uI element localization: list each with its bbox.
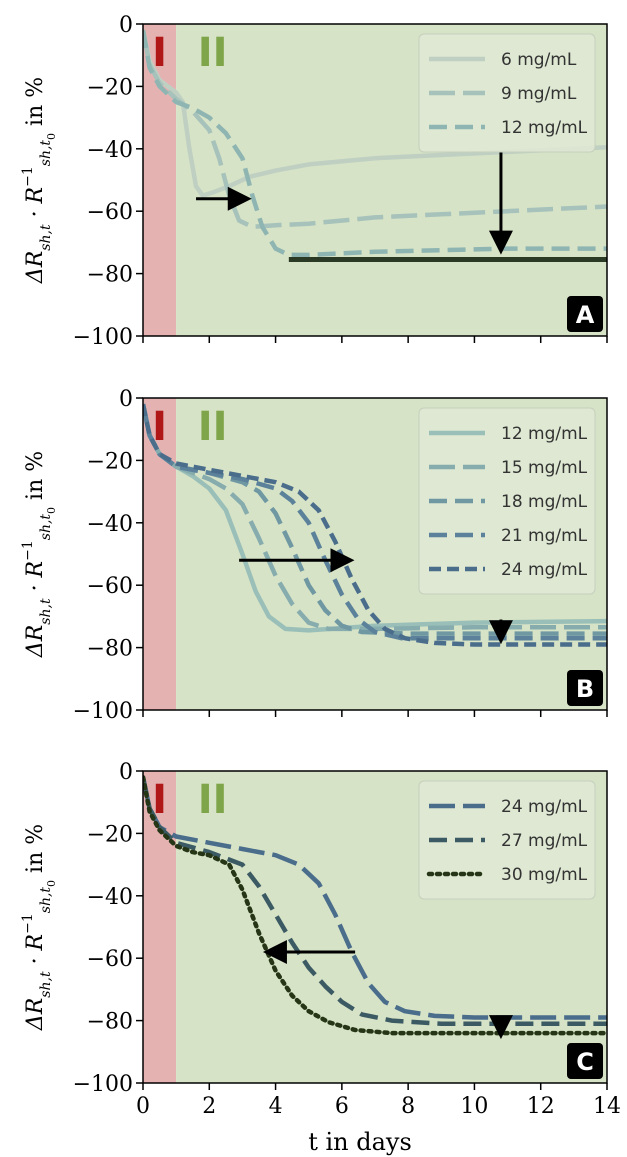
x-tick-label: 8 (401, 1094, 415, 1119)
x-tick-label: 12 (527, 1094, 555, 1119)
axes-frame (142, 23, 608, 337)
x-tick-label: 0 (136, 1094, 150, 1119)
badge-box (567, 670, 603, 706)
legend-entry: 21 mg/mL (501, 526, 588, 546)
legend-entry: 6 mg/mL (501, 50, 577, 70)
axes-frame (142, 397, 608, 711)
y-tick-label: −20 (87, 449, 133, 474)
series-group (143, 403, 607, 647)
x-axis-label: t in days (308, 1128, 412, 1156)
legend-entry: 18 mg/mL (501, 492, 588, 512)
y-tick-label: −20 (87, 75, 133, 100)
series-line-2 (143, 776, 607, 1026)
y-tick-label: −100 (73, 325, 133, 350)
badge-box (567, 296, 603, 332)
panel-badge-a: A (567, 296, 603, 332)
region-II-label: II (198, 777, 228, 823)
y-tick-label: −80 (87, 1010, 133, 1035)
y-tick-label: −40 (87, 885, 133, 910)
region-II-label: II (198, 30, 228, 76)
x-tick-label: 14 (593, 1094, 621, 1119)
y-tick-label: −20 (87, 822, 133, 847)
legend-entry: 9 mg/mL (501, 84, 577, 104)
badge-letter: B (576, 675, 594, 703)
legend-entry: 27 mg/mL (501, 831, 588, 851)
y-tick-label: −60 (87, 200, 133, 225)
legend-entry: 12 mg/mL (501, 424, 588, 444)
y-tick-label: 0 (119, 13, 133, 38)
y-tick-label: −60 (87, 947, 133, 972)
y-tick-label: −40 (87, 138, 133, 163)
legend-entry: 24 mg/mL (501, 560, 588, 580)
axes-frame (142, 770, 608, 1084)
y-tick-label: −80 (87, 263, 133, 288)
y-tick-label: −60 (87, 574, 133, 599)
panel-badge-c: C (567, 1043, 603, 1079)
legend: 6 mg/mL 9 mg/mL 12 mg/mL (418, 33, 596, 153)
x-tick-label: 10 (460, 1094, 488, 1119)
legend-box (418, 33, 596, 153)
series-line-3 (143, 29, 607, 258)
legend-entry: 24 mg/mL (501, 797, 588, 817)
series-line-2 (143, 403, 607, 632)
series-line-1 (143, 776, 607, 1020)
badge-letter: A (576, 301, 595, 329)
legend: 12 mg/mL 15 mg/mL 18 mg/mL 21 mg/mL 24 mg/mL (418, 407, 596, 595)
legend-entry: 30 mg/mL (501, 865, 588, 885)
region-II-label: II (198, 404, 228, 450)
series-line-5 (143, 403, 607, 647)
y-axis-label: ΔRsh,t · R−1sh,t0 in % (20, 77, 58, 284)
y-axis-label: ΔRsh,t · R−1sh,t0 in % (20, 824, 58, 1031)
y-axis-label: ΔRsh,t · R−1sh,t0 in % (20, 451, 58, 658)
region-I-label: I (152, 30, 167, 76)
region-I-label: I (152, 404, 167, 450)
legend-box (418, 407, 596, 595)
y-tick-label: −100 (73, 1072, 133, 1097)
series-group (143, 774, 607, 1036)
region-I-label: I (152, 777, 167, 823)
badge-box (567, 1043, 603, 1079)
y-tick-label: −40 (87, 512, 133, 537)
x-tick-label: 2 (202, 1094, 216, 1119)
y-tick-label: 0 (119, 387, 133, 412)
x-tick-label: 6 (335, 1094, 349, 1119)
y-tick-label: −80 (87, 637, 133, 662)
legend: 24 mg/mL 27 mg/mL 30 mg/mL (418, 780, 596, 900)
y-tick-label: 0 (119, 760, 133, 785)
legend-entry: 15 mg/mL (501, 458, 588, 478)
badge-letter: C (576, 1048, 594, 1076)
panel-badge-b: B (567, 670, 603, 706)
x-tick-label: 4 (269, 1094, 283, 1119)
y-tick-label: −100 (73, 699, 133, 724)
legend-box (418, 780, 596, 900)
series-line-1 (143, 29, 607, 198)
legend-entry: 12 mg/mL (501, 118, 588, 138)
series-line-3 (143, 774, 607, 1036)
